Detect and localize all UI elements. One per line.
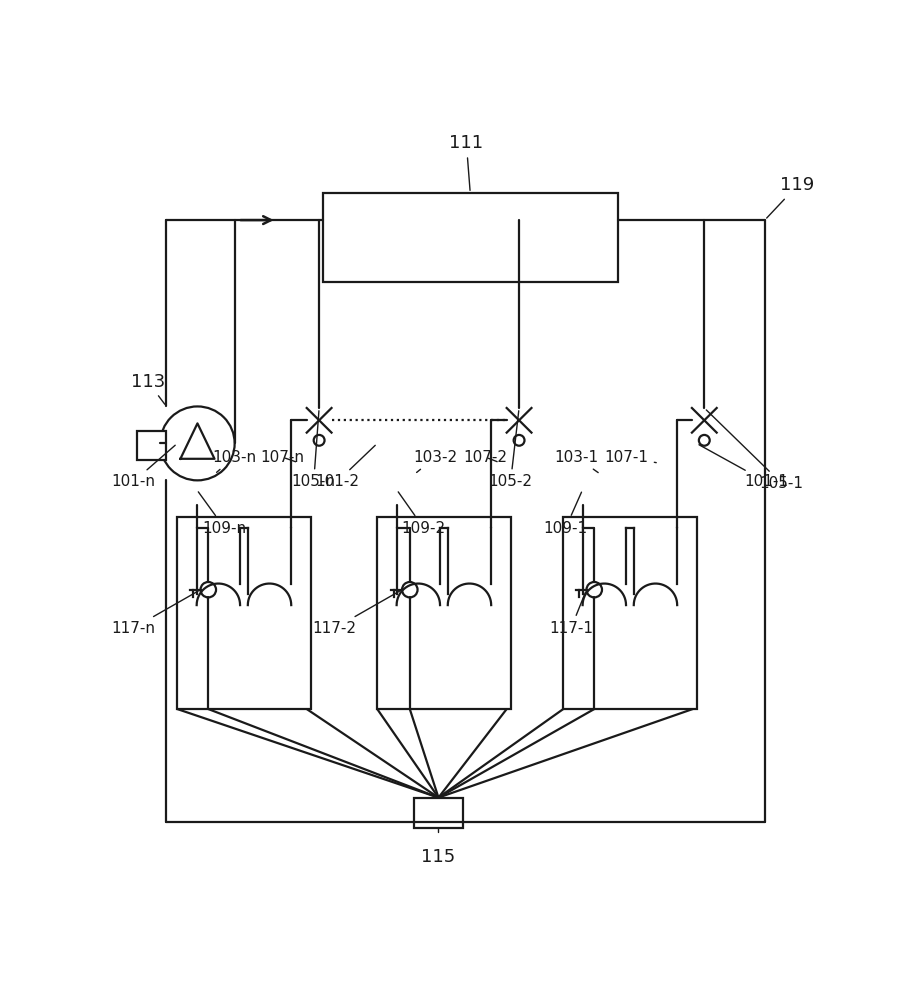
Text: 103-2: 103-2 [413, 450, 458, 472]
Bar [323, 193, 618, 282]
Circle shape [200, 582, 216, 597]
Text: 117-n: 117-n [111, 591, 198, 636]
Bar [378, 517, 511, 709]
Circle shape [587, 582, 602, 597]
Bar [137, 431, 167, 460]
Text: 101-2: 101-2 [315, 445, 375, 489]
Circle shape [160, 406, 235, 480]
Text: 111: 111 [450, 134, 483, 190]
Text: 107-1: 107-1 [605, 450, 656, 465]
Text: 119: 119 [766, 176, 814, 218]
Text: 103-1: 103-1 [554, 450, 599, 473]
Text: 117-1: 117-1 [549, 592, 593, 636]
Text: 105-1: 105-1 [706, 410, 804, 491]
Text: 107-2: 107-2 [464, 450, 508, 465]
Text: 109-n: 109-n [198, 492, 247, 536]
Text: 109-1: 109-1 [543, 492, 588, 536]
Bar [563, 517, 696, 709]
Text: 101-n: 101-n [111, 445, 176, 489]
Bar [177, 517, 310, 709]
Text: 115: 115 [421, 848, 456, 866]
Text: 105-n: 105-n [292, 411, 336, 489]
Text: 101-1: 101-1 [699, 445, 788, 489]
Text: 113: 113 [131, 373, 165, 404]
Text: 109-2: 109-2 [399, 492, 446, 536]
Text: 117-2: 117-2 [313, 591, 399, 636]
Text: 103-n: 103-n [212, 450, 256, 472]
Bar [414, 798, 462, 828]
Circle shape [402, 582, 418, 597]
Text: 107-n: 107-n [260, 450, 305, 465]
Text: 105-2: 105-2 [489, 411, 532, 489]
